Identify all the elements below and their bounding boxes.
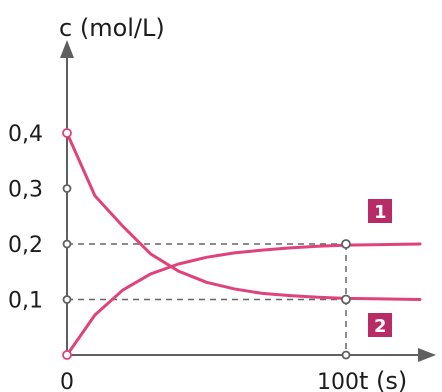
- series-2-line: [65, 131, 422, 301]
- series-1-line: [65, 242, 422, 357]
- origin-marker: [62, 350, 72, 360]
- y-tick-label-1: 0,4: [8, 122, 43, 147]
- tick-labels-layer: 0,4 0,3 0,2 0,1 0 100: [8, 122, 359, 392]
- series-2-label: 2: [374, 316, 387, 337]
- series-2-badge: 2: [368, 313, 392, 337]
- axes-layer: [60, 40, 436, 362]
- y-tick-label-3: 0,2: [8, 233, 43, 258]
- series-2-badge-box: [368, 313, 392, 337]
- y-axis-title: c (mol/L): [59, 14, 165, 42]
- series-1-badge: 1: [368, 199, 392, 223]
- y-axis-arrow-icon: [60, 40, 74, 58]
- marker-layer: [62, 128, 351, 360]
- y-axis-marker-4: [62, 295, 72, 304]
- x-axis-arrow-icon: [418, 348, 436, 362]
- x-tick-label-2: 100: [317, 370, 359, 392]
- series-1-label: 1: [374, 202, 387, 223]
- series-layer: [65, 131, 422, 357]
- reference-lines-layer: [67, 243, 347, 355]
- series-2-end-marker: [341, 294, 351, 305]
- y-tick-label-2: 0,3: [8, 178, 43, 203]
- x-axis-title: t (s): [359, 367, 407, 392]
- y-tick-label-4: 0,1: [8, 289, 43, 314]
- x-axis-marker-100: [341, 350, 351, 360]
- series-1-badge-box: [368, 199, 392, 223]
- series-1-end-marker: [341, 239, 351, 249]
- y-axis-marker-3: [62, 239, 72, 249]
- y-axis-marker-2: [62, 184, 72, 193]
- x-tick-label-1: 0: [60, 370, 74, 392]
- y-axis-marker-1: [62, 128, 72, 138]
